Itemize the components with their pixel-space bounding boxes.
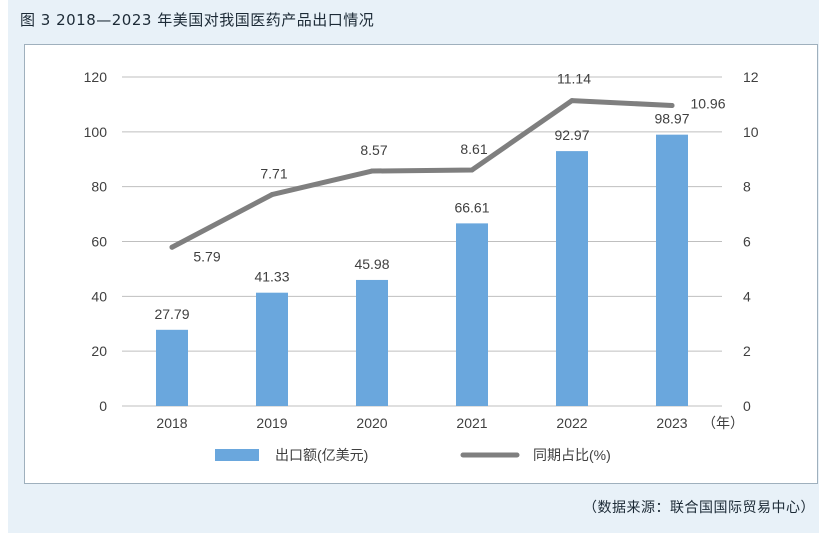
y-left-tick-label: 100 xyxy=(84,124,108,140)
y-right-tick-label: 4 xyxy=(743,288,751,304)
y-right-tick-label: 6 xyxy=(743,234,751,250)
bar xyxy=(656,134,688,406)
y-left-tick-label: 120 xyxy=(84,69,108,85)
line-series xyxy=(169,98,675,250)
x-tick-label: 2021 xyxy=(456,415,487,431)
x-tick-label: 2019 xyxy=(256,415,287,431)
line-point xyxy=(269,192,275,198)
data-source: （数据来源：联合国国际贸易中心） xyxy=(583,500,815,516)
line-value-label: 11.14 xyxy=(557,71,591,87)
data-labels: 27.79 41.33 45.98 66.61 92.97 98.97 5.79 7.71 8.… xyxy=(154,71,725,322)
x-tick-label: 2018 xyxy=(156,415,187,431)
figure-title: 图 3 2018—2023 年美国对我国医药产品出口情况 xyxy=(20,11,375,29)
line-point xyxy=(669,103,675,109)
y-right-tick-label: 0 xyxy=(743,398,751,414)
y-left-tick-label: 60 xyxy=(91,234,107,250)
bar-value-label: 98.97 xyxy=(654,111,689,127)
line-value-label: 8.57 xyxy=(360,142,387,158)
x-axis-unit: （年） xyxy=(702,415,744,431)
bar-value-label: 45.98 xyxy=(354,256,389,272)
line-point xyxy=(569,98,575,104)
chart-container: 27.79 41.33 45.98 66.61 92.97 98.97 5.79 7.71 8.… xyxy=(24,44,818,484)
axes: 0 20 40 60 80 100 120 0 2 4 6 8 10 12 2018 2019 2020 2021… xyxy=(84,69,759,431)
y-right-tick-label: 8 xyxy=(743,179,751,195)
bar xyxy=(356,279,388,406)
y-right-tick-label: 10 xyxy=(743,124,759,140)
bar xyxy=(156,329,188,406)
y-left-tick-label: 0 xyxy=(99,398,107,414)
line-point xyxy=(369,168,375,174)
line-point xyxy=(169,244,175,250)
x-tick-label: 2023 xyxy=(656,415,687,431)
figure-panel: 图 3 2018—2023 年美国对我国医药产品出口情况 27.79 41.33 4… xyxy=(8,0,819,533)
gridlines xyxy=(122,76,722,407)
bar xyxy=(456,223,488,406)
x-tick-label: 2022 xyxy=(556,415,587,431)
y-left-tick-label: 40 xyxy=(91,288,107,304)
bar-value-label: 92.97 xyxy=(554,127,589,143)
bar-value-label: 41.33 xyxy=(254,269,289,285)
legend-label-line: 同期占比(%) xyxy=(533,447,611,463)
line-value-label: 7.71 xyxy=(260,166,287,182)
combo-chart: 27.79 41.33 45.98 66.61 92.97 98.97 5.79 7.71 8.… xyxy=(84,69,759,463)
line-value-label: 10.96 xyxy=(690,96,725,112)
bar-series xyxy=(156,134,688,406)
bar xyxy=(256,292,288,406)
y-left-tick-label: 20 xyxy=(91,343,107,359)
x-tick-label: 2020 xyxy=(356,415,387,431)
bar-value-label: 66.61 xyxy=(454,199,489,215)
legend-label-bar: 出口额(亿美元) xyxy=(275,447,368,463)
y-right-tick-label: 12 xyxy=(743,69,759,85)
line-point xyxy=(469,167,475,173)
line-value-label: 8.61 xyxy=(460,141,487,157)
bar-value-label: 27.79 xyxy=(154,306,189,322)
line-path xyxy=(169,98,675,250)
legend: 出口额(亿美元) 同期占比(%) xyxy=(215,447,611,463)
y-left-tick-label: 80 xyxy=(91,179,107,195)
legend-swatch-bar xyxy=(215,449,259,461)
line-value-label: 5.79 xyxy=(193,248,220,264)
y-right-tick-label: 2 xyxy=(743,343,751,359)
bar xyxy=(556,151,588,406)
